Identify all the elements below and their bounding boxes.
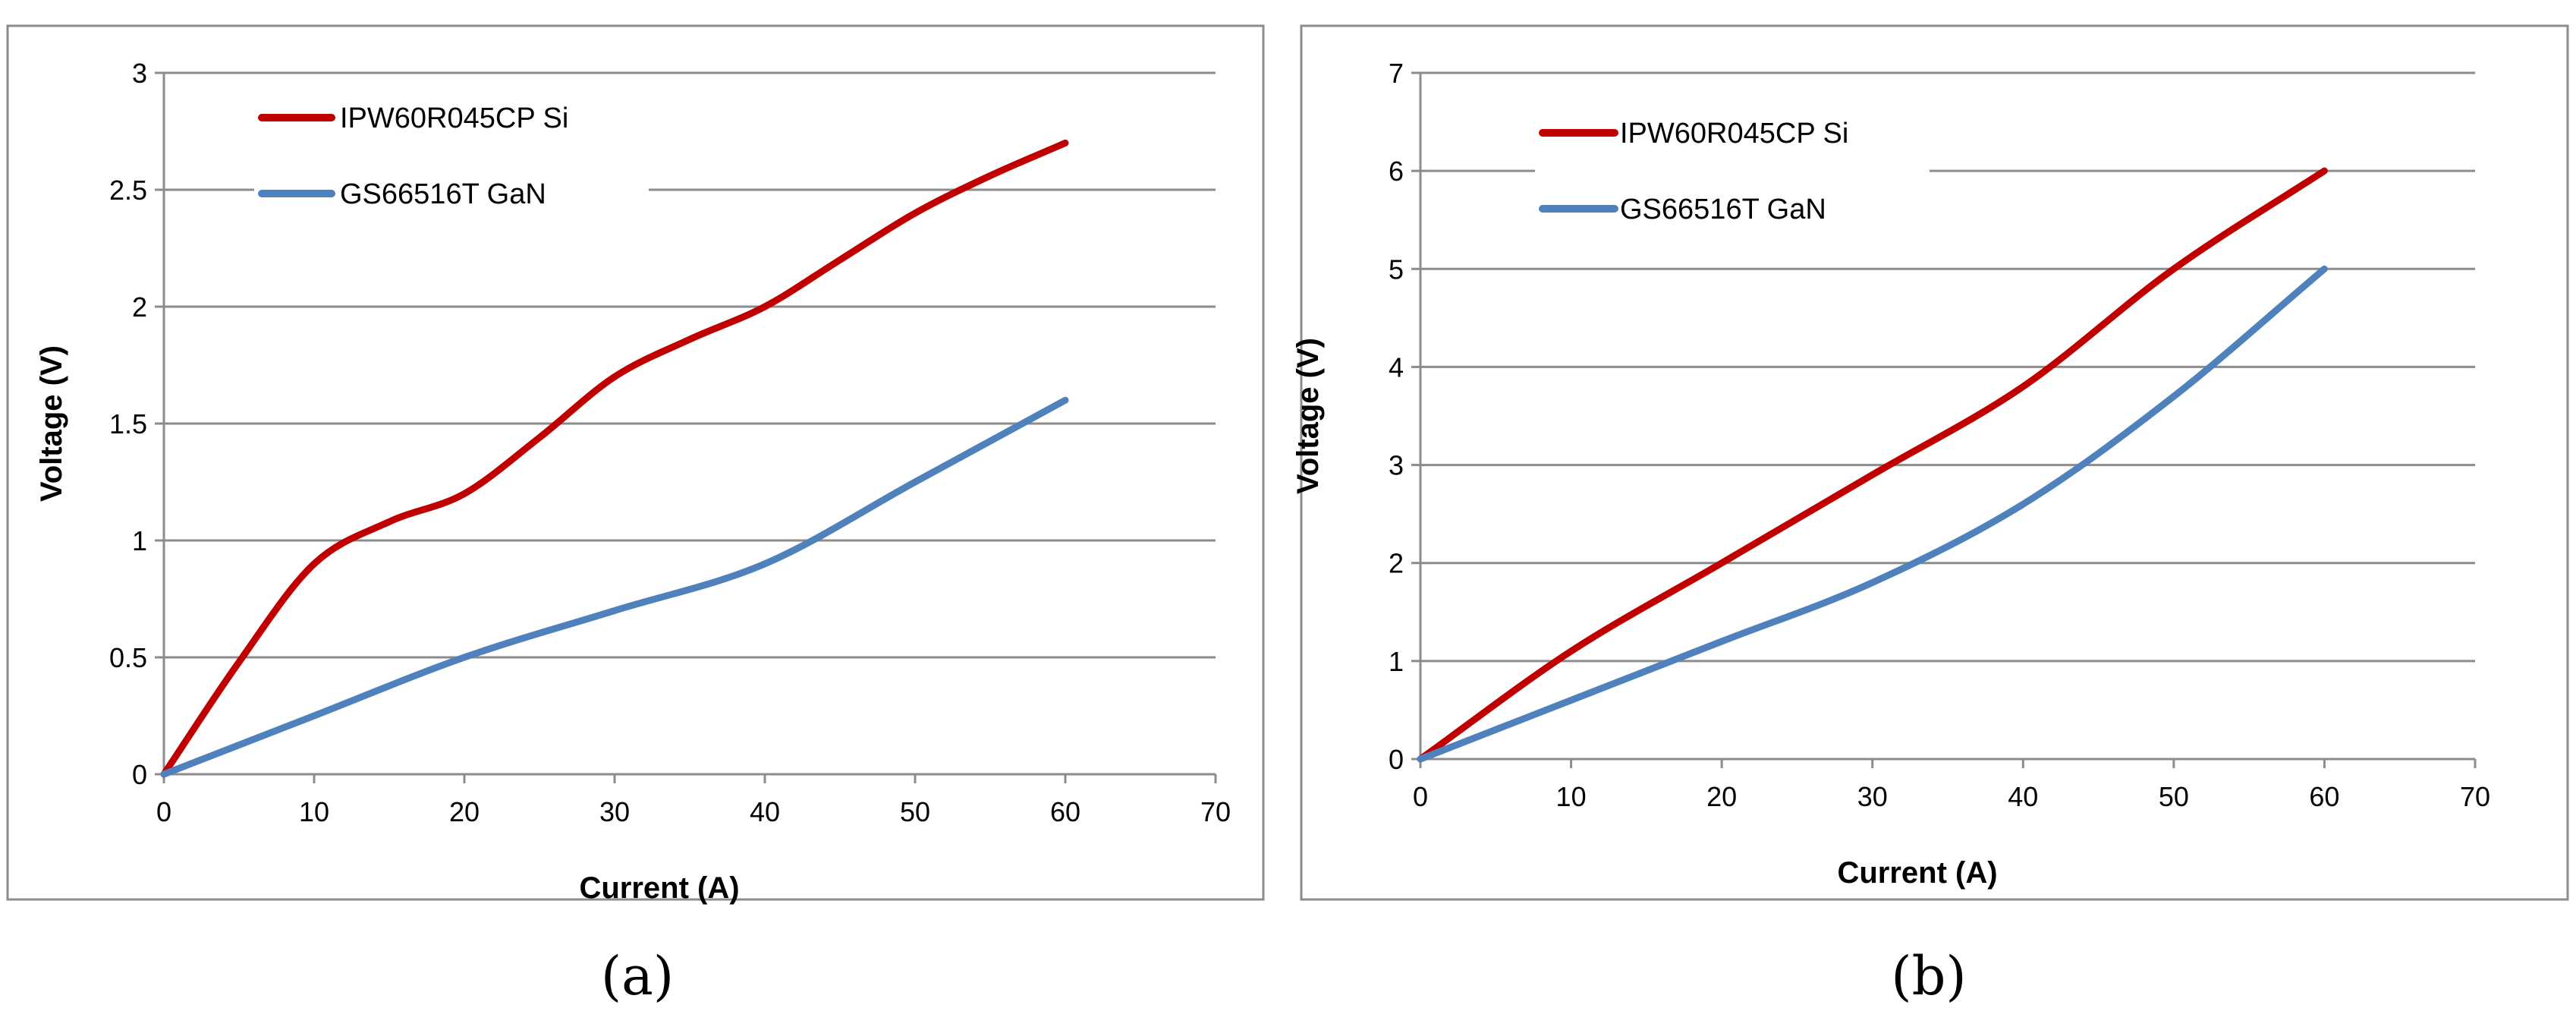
y-axis-title: Voltage (V) bbox=[1291, 338, 1325, 494]
legend-label: GS66516T GaN bbox=[340, 178, 546, 210]
chart-frame bbox=[1300, 24, 2569, 901]
y-tick-label: 4 bbox=[1389, 351, 1404, 383]
legend-background bbox=[1535, 91, 1930, 258]
series-line-si bbox=[160, 139, 1069, 778]
x-tick-label: 40 bbox=[2008, 781, 2038, 812]
series-line-gan bbox=[1417, 265, 2328, 763]
x-tick-label: 50 bbox=[2159, 781, 2189, 812]
y-tick-label: 1 bbox=[1389, 646, 1404, 677]
y-tick-label: 3 bbox=[1389, 450, 1404, 481]
y-tick-label: 1 bbox=[132, 525, 147, 556]
x-tick-label: 20 bbox=[449, 796, 480, 827]
legend-label: GS66516T GaN bbox=[1620, 194, 1826, 225]
x-tick-label: 10 bbox=[299, 796, 329, 827]
x-tick-label: 10 bbox=[1556, 781, 1587, 812]
y-axis-title: Voltage (V) bbox=[35, 345, 68, 502]
x-tick-label: 40 bbox=[750, 796, 780, 827]
y-tick-label: 0 bbox=[132, 759, 147, 790]
x-tick-label: 70 bbox=[2460, 781, 2490, 812]
series-line-si bbox=[1417, 167, 2328, 763]
x-tick-label: 70 bbox=[1200, 796, 1231, 827]
y-tick-label: 3 bbox=[132, 58, 147, 89]
x-axis-title: Current (A) bbox=[579, 871, 739, 905]
y-tick-label: 2 bbox=[1389, 548, 1404, 579]
x-axis-title: Current (A) bbox=[1837, 856, 1997, 890]
y-tick-label: 1.5 bbox=[109, 408, 147, 439]
panel-caption: (b) bbox=[1891, 945, 1966, 1007]
x-tick-label: 50 bbox=[900, 796, 930, 827]
y-tick-label: 7 bbox=[1389, 58, 1404, 89]
y-tick-label: 0 bbox=[1389, 744, 1404, 775]
panel-caption: (a) bbox=[601, 945, 674, 1007]
y-tick-label: 2.5 bbox=[109, 175, 147, 206]
legend-label: IPW60R045CP Si bbox=[1620, 118, 1848, 150]
y-tick-label: 0.5 bbox=[109, 642, 147, 673]
y-tick-label: 2 bbox=[132, 291, 147, 323]
series-line-gan bbox=[160, 396, 1069, 778]
x-tick-label: 30 bbox=[1857, 781, 1888, 812]
y-tick-label: 5 bbox=[1389, 254, 1404, 285]
x-tick-label: 0 bbox=[1413, 781, 1428, 812]
y-tick-label: 6 bbox=[1389, 156, 1404, 187]
x-tick-label: 0 bbox=[156, 796, 171, 827]
legend-label: IPW60R045CP Si bbox=[340, 102, 568, 134]
x-tick-label: 60 bbox=[1050, 796, 1080, 827]
x-tick-label: 30 bbox=[599, 796, 630, 827]
legend-background bbox=[254, 76, 649, 243]
x-tick-label: 60 bbox=[2309, 781, 2339, 812]
x-tick-label: 20 bbox=[1706, 781, 1737, 812]
